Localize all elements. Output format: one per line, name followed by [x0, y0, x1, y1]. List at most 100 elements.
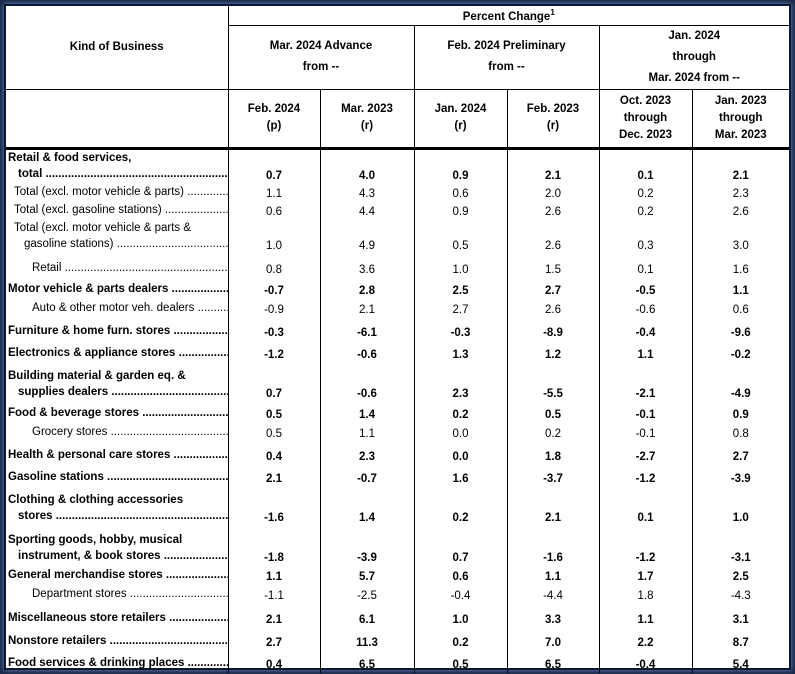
value-cell: 6.5	[506, 650, 599, 673]
value-cell: 0.1	[598, 148, 692, 184]
value-cell: 0.0	[413, 422, 507, 442]
value-cell: 2.8	[319, 277, 414, 299]
table-row: Nonstore retailers2.711.30.27.02.28.7	[6, 627, 790, 651]
value-cell: 0.2	[413, 486, 507, 526]
group-header-mar-advance: Mar. 2024 Advance from --	[227, 25, 414, 90]
row-label: Auto & other motor veh. dealers	[6, 299, 228, 318]
row-label-line: Total (excl. gasoline stations)	[14, 202, 224, 218]
value-cell: -1.6	[506, 525, 599, 566]
value-cell: 0.8	[227, 253, 320, 278]
table-row: Health & personal care stores0.42.30.01.…	[6, 441, 790, 465]
value-cell: -2.5	[319, 584, 414, 604]
value-cell: -9.6	[691, 317, 790, 341]
value-cell: -4.9	[691, 362, 790, 402]
value-cell: 2.3	[691, 183, 790, 202]
value-cell: -1.1	[227, 584, 320, 604]
row-label: Electronics & appliance stores	[6, 341, 228, 363]
value-cell: 8.7	[691, 627, 790, 651]
value-cell: -1.2	[227, 340, 320, 363]
value-cell: -0.3	[413, 317, 507, 341]
value-cell: 0.1	[598, 486, 692, 526]
value-cell: 4.0	[319, 148, 414, 184]
value-cell: -0.1	[598, 422, 692, 442]
value-cell: 0.7	[413, 525, 507, 566]
value-cell: 1.0	[691, 486, 790, 526]
value-cell: 1.0	[413, 253, 507, 278]
value-cell: -0.6	[319, 340, 414, 363]
value-cell: 2.7	[413, 298, 507, 318]
table-row: Retail & food services,total0.74.00.92.1…	[6, 148, 790, 184]
row-label-line: Electronics & appliance stores	[8, 345, 224, 361]
value-cell: 2.1	[506, 486, 599, 526]
value-cell: 3.3	[506, 603, 599, 628]
row-label-line: Gasoline stations	[8, 469, 224, 485]
value-cell: -6.1	[319, 317, 414, 341]
value-cell: 2.5	[691, 565, 790, 585]
table-row: Building material & garden eq. & supplies…	[6, 362, 790, 402]
value-cell: 3.1	[691, 603, 790, 628]
row-label: Grocery stores	[6, 423, 228, 442]
value-cell: 0.5	[506, 401, 599, 423]
row-label: Retail	[6, 254, 228, 278]
row-label: Clothing & clothing accessories stores	[6, 487, 228, 526]
table-row: General merchandise stores1.15.70.61.11.…	[6, 565, 790, 585]
row-label-line: Retail & food services,	[8, 151, 132, 164]
value-cell: 1.7	[598, 565, 692, 585]
value-cell: 6.1	[319, 603, 414, 628]
row-label-line: Retail	[32, 260, 224, 276]
value-cell: -3.7	[506, 464, 599, 487]
value-cell: -4.3	[691, 584, 790, 604]
value-cell: 0.9	[413, 201, 507, 220]
table-row: Department stores-1.1-2.5-0.4-4.41.8-4.3	[6, 584, 790, 604]
value-cell: -3.9	[319, 525, 414, 566]
value-cell: 0.5	[227, 401, 320, 423]
table-body: Retail & food services, total 0.7 4.0 0.9 2.1…	[6, 148, 790, 673]
value-cell: 0.2	[598, 183, 692, 202]
value-cell: 1.0	[413, 603, 507, 628]
value-cell: 1.4	[319, 486, 414, 526]
column-header: Oct. 2023 through Dec. 2023	[598, 89, 692, 150]
table-row: Motor vehicle & parts dealers-0.72.82.52…	[6, 277, 790, 299]
retail-sales-percent-change-table: Kind of Business Percent Change1 Mar. 20…	[4, 4, 791, 673]
value-cell: 5.4	[691, 650, 790, 673]
value-cell: -0.5	[598, 277, 692, 299]
value-cell: 1.8	[598, 584, 692, 604]
value-cell: 2.6	[691, 201, 790, 220]
column-header: Jan. 2024 (r)	[413, 89, 507, 150]
value-cell: 1.1	[506, 565, 599, 585]
value-cell: 2.6	[506, 298, 599, 318]
value-cell: 11.3	[319, 627, 414, 651]
row-label-line: Total (excl. motor vehicle & parts)	[14, 184, 224, 200]
row-label: Health & personal care stores	[6, 442, 228, 465]
row-label-line: Total (excl. motor vehicle & parts &	[14, 221, 192, 234]
value-cell: -0.2	[691, 340, 790, 363]
table-row: Sporting goods, hobby, musical instrument…	[6, 525, 790, 566]
value-cell: -0.7	[227, 277, 320, 299]
value-cell: -3.1	[691, 525, 790, 566]
value-cell: 4.9	[319, 219, 414, 254]
kind-of-business-header: Kind of Business	[6, 6, 228, 90]
value-cell: 0.4	[227, 441, 320, 465]
row-label: Total (excl. gasoline stations)	[6, 202, 228, 220]
row-label: Nonstore retailers	[6, 628, 228, 651]
row-label-line: Auto & other motor veh. dealers	[32, 300, 224, 316]
table-row: Food & beverage stores0.51.40.20.5-0.10.…	[6, 401, 790, 423]
value-cell: -0.4	[413, 584, 507, 604]
value-cell: 1.4	[319, 401, 414, 423]
value-cell: 2.3	[413, 362, 507, 402]
value-cell: 1.3	[413, 340, 507, 363]
value-cell: 0.5	[413, 219, 507, 254]
row-label-line: supplies dealers	[8, 384, 224, 400]
value-cell: -1.8	[227, 525, 320, 566]
row-label: General merchandise stores	[6, 566, 228, 585]
row-label-line: gasoline stations)	[14, 236, 224, 252]
table-row: Total (excl. gasoline stations)0.64.40.9…	[6, 201, 790, 220]
column-header: Jan. 2023 through Mar. 2023	[691, 89, 790, 150]
value-cell: -8.9	[506, 317, 599, 341]
row-label-line: total	[8, 166, 224, 182]
value-cell: 2.1	[506, 148, 599, 184]
row-label-line: Food & beverage stores	[8, 405, 224, 421]
value-cell: 2.1	[691, 148, 790, 184]
value-cell: 2.6	[506, 201, 599, 220]
value-cell: 2.7	[691, 441, 790, 465]
